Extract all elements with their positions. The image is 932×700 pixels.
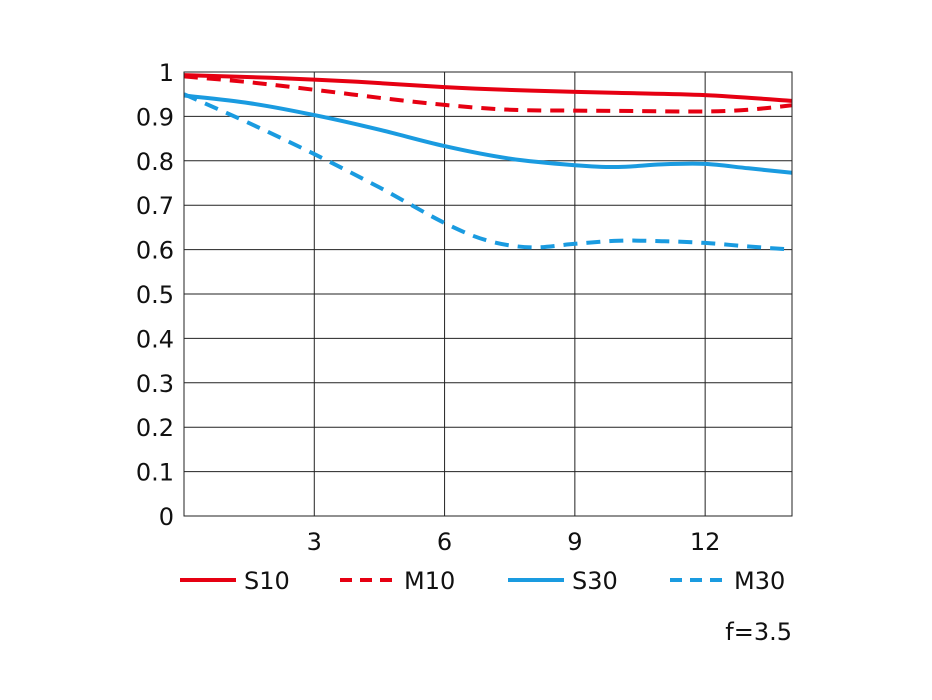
- x-tick-label: 9: [567, 528, 582, 556]
- legend-label-m30: M30: [734, 567, 785, 595]
- y-tick-label: 0.6: [136, 237, 174, 265]
- series-line-m30: [184, 92, 792, 252]
- series-line-m10: [184, 74, 792, 114]
- y-tick-label: 0.3: [136, 370, 174, 398]
- x-tick-label: 12: [690, 528, 721, 556]
- y-tick-label: 1: [159, 59, 174, 87]
- x-tick-label: 3: [307, 528, 322, 556]
- plot-frame: [183, 71, 793, 517]
- y-tick-label: 0.2: [136, 414, 174, 442]
- grid-lines: [184, 71, 792, 517]
- y-tick-labels: 0 0.1 0.2 0.3 0.4 0.5 0.6 0.7 0.8 0.9 1: [136, 59, 174, 531]
- y-tick-label: 0.5: [136, 281, 174, 309]
- y-tick-label: 0.8: [136, 148, 174, 176]
- y-tick-label: 0.9: [136, 103, 174, 131]
- x-tick-label: 6: [437, 528, 452, 556]
- y-tick-label: 0.1: [136, 459, 174, 487]
- legend-label-m10: M10: [404, 567, 455, 595]
- legend: S10 M10 S30 M30: [180, 567, 785, 595]
- series-line-s30: [184, 93, 792, 175]
- series-lines: [184, 73, 792, 252]
- legend-label-s30: S30: [572, 567, 618, 595]
- y-tick-label: 0.4: [136, 325, 174, 353]
- y-tick-label: 0: [159, 503, 174, 531]
- y-tick-label: 0.7: [136, 192, 174, 220]
- aperture-annotation: f=3.5: [725, 618, 792, 646]
- x-tick-labels: 3 6 9 12: [307, 528, 721, 556]
- series-line-s10: [184, 73, 792, 103]
- legend-label-s10: S10: [244, 567, 290, 595]
